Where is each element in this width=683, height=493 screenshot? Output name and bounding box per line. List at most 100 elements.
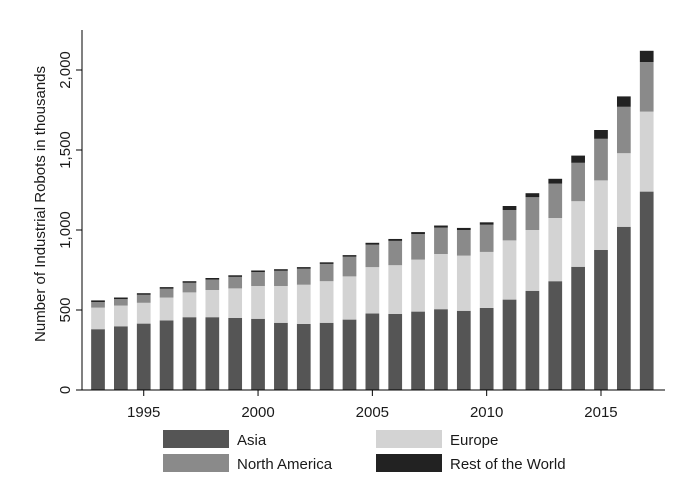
- legend-label-north-america: North America: [237, 456, 333, 473]
- bar-asia-2008: [434, 309, 448, 390]
- bar-europe-2010: [479, 251, 494, 308]
- bar-asia-2002: [296, 323, 311, 390]
- bar-rest-of-the-world-2017: [639, 50, 654, 62]
- bar-north-america-2012: [525, 197, 540, 230]
- bar-europe-1998: [205, 290, 220, 318]
- bar-rest-of-the-world-2013: [548, 178, 563, 184]
- bar-asia-2004: [342, 319, 357, 390]
- bar-europe-2014: [571, 201, 585, 267]
- bar-asia-2003: [319, 322, 334, 390]
- bar-north-america-2007: [411, 234, 425, 260]
- bar-europe-2011: [502, 240, 517, 300]
- bar-asia-1997: [182, 317, 197, 390]
- bar-north-america-2001: [274, 270, 288, 286]
- legend-swatch-europe: [376, 430, 442, 448]
- bar-north-america-2009: [456, 230, 471, 256]
- bar-rest-of-the-world-2007: [411, 232, 425, 234]
- bar-rest-of-the-world-2011: [502, 206, 517, 210]
- bar-europe-2002: [296, 284, 311, 324]
- bar-rest-of-the-world-2000: [251, 270, 265, 273]
- bar-rest-of-the-world-2003: [319, 262, 334, 264]
- bar-rest-of-the-world-2006: [388, 238, 403, 241]
- bar-north-america-1993: [91, 302, 105, 308]
- y-tick-label-0: 0: [57, 386, 74, 394]
- bar-asia-2017: [639, 191, 654, 390]
- bar-europe-2001: [274, 286, 288, 323]
- bar-europe-2012: [525, 230, 540, 291]
- bar-asia-1994: [114, 326, 128, 390]
- bar-asia-1998: [205, 317, 220, 390]
- bar-asia-1995: [136, 323, 151, 390]
- bar-asia-2011: [502, 299, 517, 390]
- bar-north-america-2005: [365, 244, 380, 268]
- bar-asia-1993: [91, 329, 105, 390]
- legend: Asia Europe North America Rest of the World: [163, 430, 566, 473]
- bar-europe-2013: [548, 218, 563, 282]
- x-tick-label-2010: 2010: [470, 404, 503, 421]
- bar-asia-2006: [388, 314, 403, 390]
- bar-north-america-2017: [639, 62, 654, 112]
- bar-rest-of-the-world-2010: [479, 222, 494, 225]
- bar-rest-of-the-world-2014: [571, 155, 585, 163]
- bar-rest-of-the-world-2015: [594, 130, 608, 139]
- bar-europe-2008: [434, 254, 448, 310]
- bar-north-america-1998: [205, 279, 220, 290]
- bar-north-america-2006: [388, 240, 403, 266]
- bar-rest-of-the-world-2008: [434, 225, 448, 228]
- bar-asia-2000: [251, 318, 265, 390]
- bar-europe-1995: [136, 302, 151, 324]
- bar-rest-of-the-world-1995: [136, 293, 151, 295]
- bar-europe-2015: [594, 180, 608, 250]
- bar-north-america-2004: [342, 256, 357, 277]
- bar-north-america-2008: [434, 227, 448, 254]
- y-axis-title: Number of Industrial Robots in thousands: [32, 66, 49, 342]
- bar-europe-2017: [639, 111, 654, 192]
- bar-asia-2010: [479, 307, 494, 390]
- x-tick-label-2015: 2015: [584, 404, 617, 421]
- bar-asia-1999: [228, 318, 243, 390]
- bar-asia-2001: [274, 322, 288, 390]
- bar-europe-2003: [319, 281, 334, 323]
- bar-europe-2009: [456, 255, 471, 311]
- x-tick-label-2000: 2000: [241, 404, 274, 421]
- bar-europe-2006: [388, 265, 403, 314]
- bar-north-america-1996: [159, 288, 174, 298]
- legend-label-europe: Europe: [450, 432, 498, 449]
- bar-asia-2015: [594, 250, 608, 390]
- bar-rest-of-the-world-2016: [616, 96, 631, 107]
- bar-north-america-2015: [594, 138, 608, 181]
- bar-rest-of-the-world-2004: [342, 255, 357, 257]
- y-tick-label-1500: 1,500: [57, 131, 74, 169]
- legend-swatch-rest-of-the-world: [376, 454, 442, 472]
- bar-rest-of-the-world-2001: [274, 269, 288, 271]
- bar-rest-of-the-world-1994: [114, 297, 128, 300]
- bar-europe-1999: [228, 288, 243, 318]
- bar-europe-1997: [182, 292, 197, 318]
- legend-label-rest-of-the-world: Rest of the World: [450, 456, 566, 473]
- bar-europe-2016: [616, 153, 631, 227]
- bar-north-america-2000: [251, 272, 265, 286]
- bar-asia-1996: [159, 320, 174, 390]
- x-tick-label-1995: 1995: [127, 404, 160, 421]
- bar-europe-1994: [114, 305, 128, 327]
- bar-europe-2007: [411, 259, 425, 312]
- bar-north-america-2014: [571, 162, 585, 202]
- bar-north-america-1997: [182, 282, 197, 293]
- legend-swatch-north-america: [163, 454, 229, 472]
- x-tick-label-2005: 2005: [356, 404, 389, 421]
- bars-group: [91, 50, 654, 390]
- y-tick-label-1000: 1,000: [57, 211, 74, 249]
- bar-europe-1996: [159, 297, 174, 321]
- bar-north-america-1995: [136, 294, 151, 303]
- bar-rest-of-the-world-2005: [365, 242, 380, 245]
- bar-north-america-2002: [296, 268, 311, 285]
- bar-europe-2004: [342, 276, 357, 320]
- bar-asia-2007: [411, 311, 425, 390]
- bar-asia-2009: [456, 310, 471, 390]
- bar-rest-of-the-world-1998: [205, 278, 220, 280]
- legend-label-asia: Asia: [237, 432, 267, 449]
- bar-rest-of-the-world-1999: [228, 275, 243, 277]
- bar-north-america-2011: [502, 210, 517, 241]
- bar-asia-2016: [616, 226, 631, 390]
